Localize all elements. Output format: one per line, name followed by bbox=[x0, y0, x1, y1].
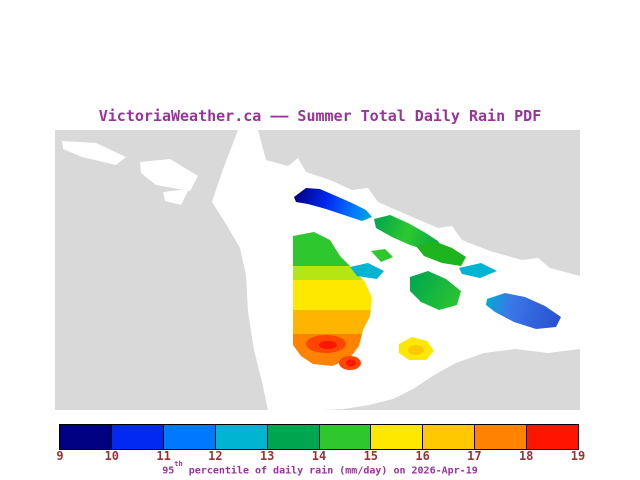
colorbar-segment bbox=[475, 425, 528, 449]
colorbar bbox=[59, 424, 579, 450]
colorbar-segment bbox=[527, 425, 579, 449]
caption-value: 95 bbox=[162, 465, 175, 477]
rain-colored-island bbox=[416, 241, 466, 266]
colorbar-segment bbox=[215, 425, 268, 449]
colorbar-segment bbox=[319, 425, 372, 449]
colorbar-tick-label: 10 bbox=[104, 449, 120, 463]
caption-superscript: th bbox=[174, 460, 183, 468]
rain-colored-island bbox=[486, 293, 561, 329]
rain-colored-island bbox=[459, 263, 497, 278]
colorbar-segment bbox=[423, 425, 476, 449]
colorbar-tick-label: 11 bbox=[156, 449, 171, 463]
colorbar-segment bbox=[371, 425, 424, 449]
rain-colored-island bbox=[374, 215, 442, 251]
colorbar-segment bbox=[111, 425, 164, 449]
rain-colored-island bbox=[371, 249, 393, 262]
rain-colored-island bbox=[350, 263, 384, 279]
colorbar-tick-label: 14 bbox=[311, 449, 327, 463]
lake bbox=[62, 141, 126, 165]
lake bbox=[140, 159, 198, 191]
rain-colored-island bbox=[294, 188, 372, 221]
colorbar-caption: 95th percentile of daily rain (mm/day) o… bbox=[0, 460, 640, 477]
rain-colored-island bbox=[346, 359, 356, 367]
rain-map bbox=[55, 130, 580, 410]
page-title: VictoriaWeather.ca —— Summer Total Daily… bbox=[98, 107, 542, 125]
lake bbox=[163, 189, 189, 205]
colorbar-ticks: 9 10 11 12 13 14 15 16 17 18 19 bbox=[56, 449, 585, 463]
rain-colored-island bbox=[410, 271, 461, 310]
colorbar-tick-label: 15 bbox=[363, 449, 379, 463]
colorbar-segment bbox=[267, 425, 320, 449]
colorbar-segment bbox=[60, 425, 112, 449]
caption-text: percentile of daily rain (mm/day) on 202… bbox=[182, 465, 478, 477]
rain-colored-island bbox=[408, 345, 424, 355]
colorbar-tick-label: 13 bbox=[259, 449, 275, 463]
colorbar-tick-label: 16 bbox=[415, 449, 430, 463]
colorbar-tick-label: 19 bbox=[570, 449, 586, 463]
colorbar-tick-label: 17 bbox=[467, 449, 482, 463]
colorbar-segment bbox=[163, 425, 216, 449]
colorbar-tick-label: 12 bbox=[208, 449, 223, 463]
colorbar-tick-label: 18 bbox=[518, 449, 534, 463]
colorbar-tick-label: 9 bbox=[56, 449, 64, 463]
